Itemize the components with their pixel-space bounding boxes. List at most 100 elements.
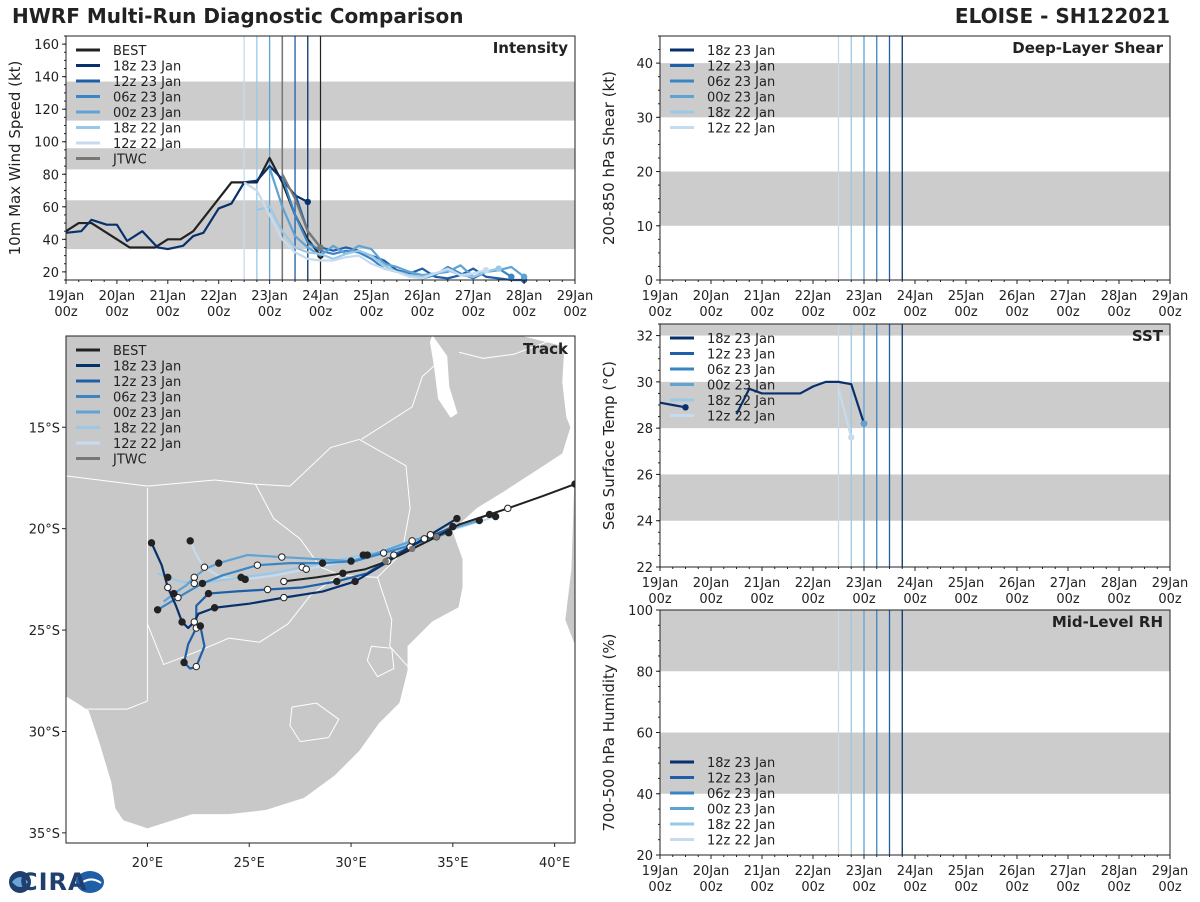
y-tick-label: 160: [34, 38, 59, 53]
legend-label-00z-23-jan: 00z 23 Jan: [113, 106, 181, 121]
series-line-12z-22-jan: [243, 181, 487, 280]
track-point-06z-23-jan: [318, 559, 327, 567]
series-line-18z-23-jan: [735, 380, 866, 424]
track-point-12z-22-jan: [426, 531, 435, 539]
x-tick-label: 22Jan: [795, 864, 832, 879]
track-point-12z-23-jan: [196, 622, 205, 630]
x-tick-label: 27Jan: [1050, 289, 1087, 304]
x-tick-label: 24Jan: [897, 289, 934, 304]
shaded-band: [660, 63, 1170, 118]
x-tick-label: 27Jan: [455, 289, 492, 304]
country-border: [66, 438, 360, 487]
legend-label-18z-22-jan: 18z 22 Jan: [707, 394, 775, 409]
x-tick-label: 20Jan: [99, 289, 136, 304]
track-legend-label-06z-23-jan: 06z 23 Jan: [113, 391, 181, 406]
series-end-marker-18z-23-jan: [682, 404, 689, 411]
x-tick-label: 26Jan: [999, 289, 1036, 304]
track-point-12z-22-jan: [491, 512, 500, 521]
y-tick-label: 30: [636, 376, 653, 391]
x-tick-hour-label: 00z: [852, 305, 876, 320]
shaded-band: [660, 171, 1170, 226]
x-tick-hour-label: 00z: [105, 305, 129, 320]
y-tick-label: 20: [636, 166, 653, 181]
legend-label-12z-22-jan: 12z 22 Jan: [707, 122, 775, 137]
country-border: [358, 438, 411, 578]
x-tick-hour-label: 00z: [462, 305, 486, 320]
x-tick-hour-label: 00z: [852, 592, 876, 607]
track-point-18z-23-jan: [164, 583, 172, 592]
x-tick-label: 21Jan: [744, 864, 781, 879]
legend-label-18z-22-jan: 18z 22 Jan: [707, 106, 775, 121]
y-tick-label: 20: [42, 266, 59, 281]
x-tick-hour-label: 00z: [903, 305, 927, 320]
legend-label-06z-23-jan: 06z 23 Jan: [707, 363, 775, 378]
x-tick-label: 19Jan: [642, 864, 679, 879]
track-legend-label-18z-22-jan: 18z 22 Jan: [113, 422, 181, 437]
x-tick-label: 29Jan: [1152, 289, 1189, 304]
series-end-marker-jtwc: [317, 244, 324, 251]
legend-label-18z-22-jan: 18z 22 Jan: [707, 818, 775, 833]
track-point-jtwc: [382, 557, 389, 565]
shaded-band: [660, 381, 1170, 429]
y-tick-label: 10: [636, 220, 653, 235]
track-point-06z-23-jan: [253, 561, 262, 569]
series-end-marker-00z-23-jan: [520, 273, 528, 280]
track-point-18z-22-jan: [420, 535, 429, 543]
x-tick-label: 21Jan: [150, 289, 187, 304]
x-tick-hour-label: 00z: [954, 305, 978, 320]
track-point-18z-23-jan: [210, 604, 219, 612]
series-end-marker-00z-23-jan: [860, 420, 868, 427]
y-tick-label: 20: [636, 849, 653, 864]
eswatini-border: [366, 645, 395, 678]
x-tick-hour-label: 00z: [954, 880, 978, 895]
map-y-tick-label: 15°S: [29, 421, 60, 436]
track-point-12z-22-jan: [186, 537, 194, 545]
series-line-18z-23-jan: [659, 401, 686, 409]
x-tick-hour-label: 00z: [1158, 592, 1182, 607]
x-tick-label: 28Jan: [1101, 576, 1138, 591]
x-tick-hour-label: 00z: [1056, 305, 1080, 320]
shaded-band: [660, 610, 1170, 672]
sst-panel: 22242628303219Jan00z20Jan00z21Jan00z22Ja…: [600, 323, 1188, 607]
x-tick-label: 24Jan: [897, 864, 934, 879]
track-point-18z-23-jan: [453, 514, 461, 523]
x-tick-hour-label: 00z: [750, 592, 774, 607]
series-end-marker-12z-22-jan: [848, 434, 855, 441]
x-tick-hour-label: 00z: [699, 305, 723, 320]
x-tick-label: 19Jan: [48, 289, 85, 304]
x-tick-hour-label: 00z: [954, 592, 978, 607]
legend-label-12z-23-jan: 12z 23 Jan: [707, 772, 775, 787]
series-end-marker-18z-23-jan: [304, 198, 311, 206]
legend-label-jtwc: JTWC: [112, 153, 147, 168]
track-legend-label-18z-23-jan: 18z 23 Jan: [113, 360, 181, 375]
x-tick-label: 29Jan: [1152, 864, 1189, 879]
y-tick-label: 28: [636, 422, 653, 437]
track-point-12z-23-jan: [263, 585, 272, 594]
x-tick-label: 20Jan: [693, 864, 730, 879]
track-point-12z-22-jan: [302, 565, 310, 573]
x-tick-hour-label: 00z: [563, 305, 587, 320]
x-tick-hour-label: 00z: [258, 305, 282, 320]
track-legend-label-00z-23-jan: 00z 23 Jan: [113, 406, 181, 421]
legend-label-best: BEST: [113, 44, 146, 59]
x-tick-hour-label: 00z: [750, 305, 774, 320]
track-point-best: [280, 577, 288, 586]
x-tick-label: 27Jan: [1050, 576, 1087, 591]
map-x-tick-label: 25°E: [234, 856, 265, 871]
y-tick-label: 0: [645, 274, 653, 289]
x-tick-label: 24Jan: [897, 576, 934, 591]
x-tick-hour-label: 00z: [648, 592, 672, 607]
landmass: [66, 336, 575, 830]
legend-label-12z-22-jan: 12z 22 Jan: [707, 410, 775, 425]
map-y-tick-label: 25°S: [29, 624, 60, 639]
y-tick-label: 24: [636, 515, 653, 530]
track-point-18z-22-jan: [190, 579, 198, 588]
y-axis-label: 200-850 hPa Shear (kt): [600, 71, 618, 245]
x-tick-label: 20Jan: [693, 289, 730, 304]
y-tick-label: 120: [34, 103, 59, 118]
legend-label-06z-23-jan: 06z 23 Jan: [113, 91, 181, 106]
track-point-18z-23-jan: [280, 593, 288, 602]
lake-malawi: [429, 336, 458, 418]
legend-label-12z-22-jan: 12z 22 Jan: [113, 137, 181, 152]
y-axis-label: Sea Surface Temp (°C): [600, 361, 618, 530]
